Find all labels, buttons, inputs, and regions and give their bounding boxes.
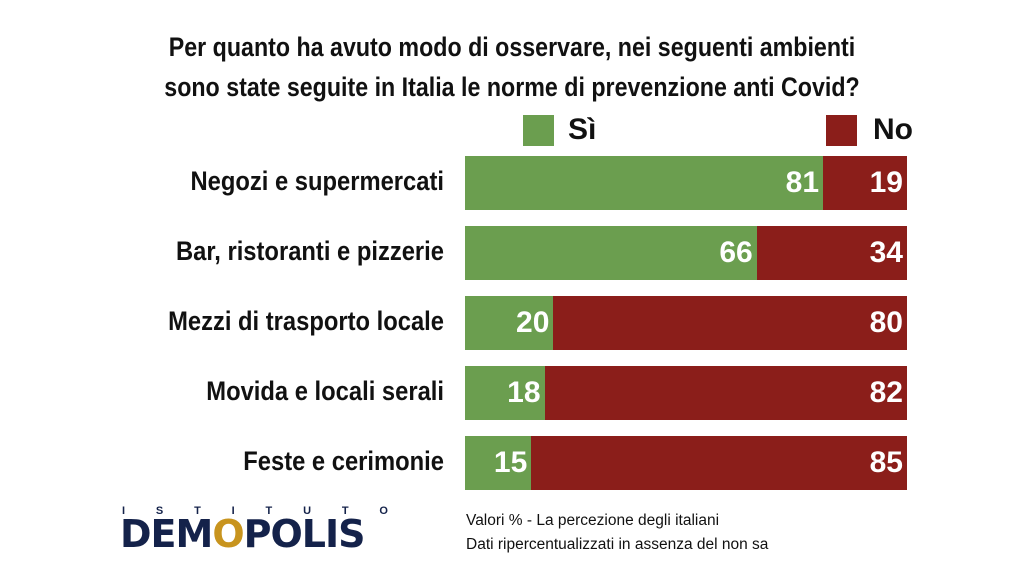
data-label-no: 80 (869, 306, 903, 339)
legend-label-no: No (873, 113, 913, 146)
data-label-si: 20 (516, 306, 550, 339)
logo-top-letter: T (341, 505, 349, 517)
note-line-2: Dati ripercentualizzati in assenza del n… (466, 536, 769, 553)
data-label-si: 81 (785, 166, 820, 199)
data-label-no: 34 (869, 236, 903, 269)
bar-segment-no (553, 296, 907, 350)
logo-main-o: O (212, 512, 244, 556)
logo-top-letter: I (122, 505, 126, 517)
bar-segment-si (465, 436, 532, 490)
category-label: Movida e locali serali (206, 376, 444, 406)
data-label-si: 18 (507, 376, 541, 409)
data-label-no: 85 (869, 446, 903, 479)
logo-top-letter: I (231, 505, 235, 517)
legend-swatch-no (826, 115, 857, 146)
bar-segment-si (465, 366, 545, 420)
category-label: Mezzi di trasporto locale (168, 306, 444, 336)
data-label-si: 66 (719, 236, 753, 269)
chart-title: Per quanto ha avuto modo di osservare, n… (72, 27, 953, 107)
bar-segment-si (465, 226, 757, 280)
logo-main-suffix: POLIS (243, 512, 366, 556)
bar-segment-no (823, 156, 907, 210)
logo-top-letter: S (155, 505, 164, 517)
bar-segment-no (544, 366, 907, 420)
logo-top-letter: O (379, 505, 388, 517)
legend-label-si: Sì (568, 113, 597, 146)
logo-top-letter: U (303, 505, 312, 517)
data-label-no: 19 (869, 166, 903, 199)
category-label: Bar, ristoranti e pizzerie (175, 236, 445, 266)
chart-title-line-2: sono state seguite in Italia le norme di… (164, 72, 860, 102)
data-label-si: 15 (493, 446, 528, 479)
data-label-no: 82 (869, 376, 903, 409)
bar-segment-no (756, 226, 907, 280)
logo-main-prefix: DEM (120, 512, 213, 556)
logo-top-letter: T (265, 505, 273, 517)
bar-segment-no (531, 436, 907, 490)
bar-segment-si (465, 156, 824, 210)
category-label: Feste e cerimonie (243, 446, 444, 476)
note-line-1: Valori % - La percezione degli italiani (466, 512, 720, 529)
logo-top-letter: T (194, 505, 201, 517)
category-label: Negozi e supermercati (190, 166, 444, 196)
legend-swatch-si (523, 115, 554, 146)
chart-title-line-1: Per quanto ha avuto modo di osservare, n… (168, 32, 856, 62)
demopolis-logo: DEMOPOLIS (120, 512, 366, 556)
bar-segment-si (465, 296, 554, 350)
